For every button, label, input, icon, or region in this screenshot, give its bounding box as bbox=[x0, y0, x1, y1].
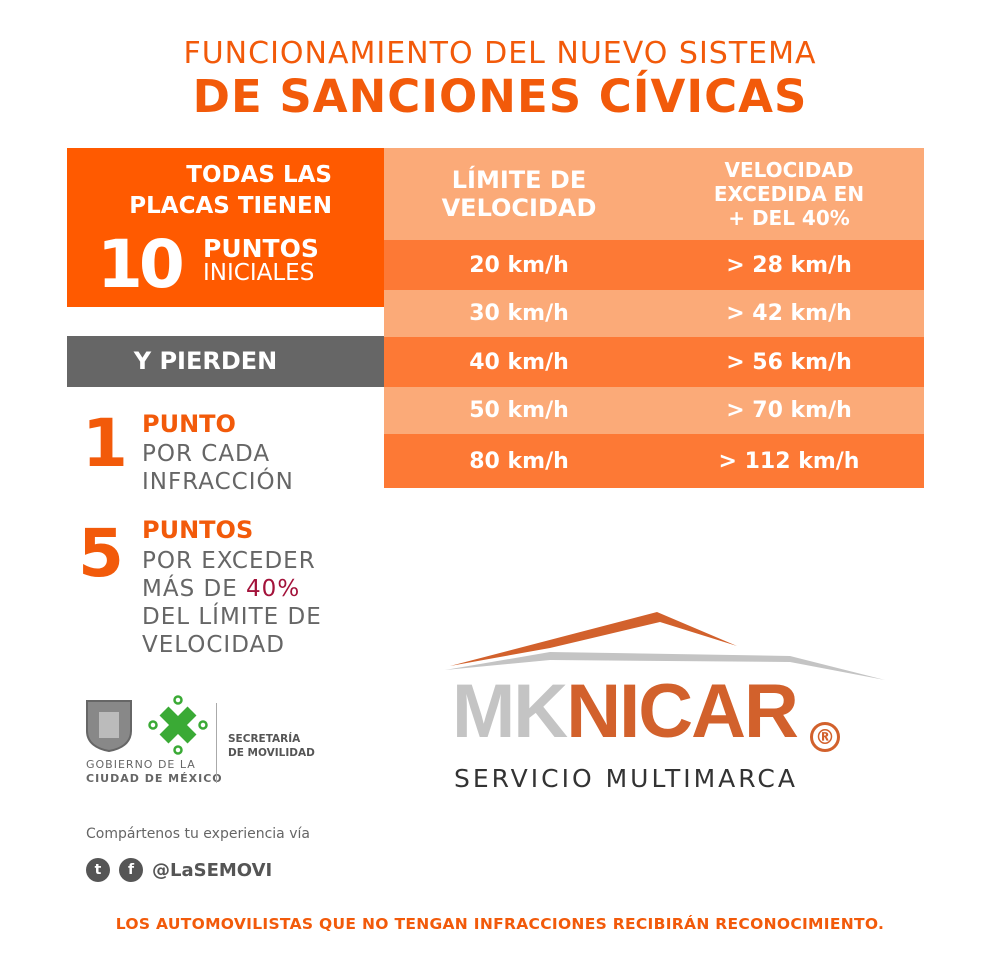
semovi-logo-icon bbox=[148, 695, 208, 759]
lose-label: Y PIERDEN bbox=[67, 336, 384, 387]
penalty-5-desc: POR EXCEDER MÁS DE 40% DEL LÍMITE DE VELOCI… bbox=[142, 548, 322, 658]
registered-mark: ® bbox=[810, 722, 840, 752]
gov-label: GOBIERNO DE LA CIUDAD DE MÉXICO bbox=[86, 758, 223, 785]
title-line1: FUNCIONAMIENTO DEL NUEVO SISTEMA bbox=[183, 36, 817, 71]
header-limit: LÍMITE DE VELOCIDAD bbox=[441, 166, 597, 222]
twitter-icon[interactable]: t bbox=[86, 858, 110, 882]
intro-unit2: INICIALES bbox=[203, 260, 315, 286]
social-handle[interactable]: @LaSEMOVI bbox=[152, 859, 273, 881]
header-exceeded: VELOCIDAD EXCEDIDA EN + DEL 40% bbox=[713, 158, 865, 230]
title-line2: DE SANCIONES CÍVICAS bbox=[192, 70, 808, 123]
penalty-5-number: 5 bbox=[78, 515, 124, 592]
penalty-1-desc: POR CADA INFRACCIÓN bbox=[142, 441, 294, 495]
roof-icon bbox=[445, 608, 885, 692]
footer-note: LOS AUTOMOVILISTAS QUE NO TENGAN INFRACC… bbox=[115, 915, 885, 933]
brand-tagline: SERVICIO MULTIMARCA bbox=[454, 764, 798, 793]
penalty-1-number: 1 bbox=[82, 405, 128, 482]
table-row: 30 km/h > 42 km/h bbox=[384, 290, 924, 337]
table-row: 20 km/h > 28 km/h bbox=[384, 240, 924, 290]
penalty-5-heading: PUNTOS bbox=[142, 516, 254, 544]
facebook-icon[interactable]: f bbox=[119, 858, 143, 882]
brand-logo: MKNICAR bbox=[452, 669, 799, 754]
share-text: Compártenos tu experiencia vía bbox=[86, 826, 310, 842]
secretaria-label: SECRETARÍA DE MOVILIDAD bbox=[228, 733, 315, 759]
table-row: 50 km/h > 70 km/h bbox=[384, 387, 924, 434]
intro-number: 10 bbox=[97, 226, 185, 303]
divider bbox=[216, 703, 217, 783]
intro-line2: PLACAS TIENEN bbox=[129, 193, 332, 219]
intro-unit: PUNTOS bbox=[203, 234, 319, 263]
penalty-1-heading: PUNTO bbox=[142, 410, 236, 438]
speed-table: LÍMITE DE VELOCIDAD VELOCIDAD EXCEDIDA EN +… bbox=[384, 148, 924, 488]
cdmx-shield-icon bbox=[84, 698, 134, 757]
table-header: LÍMITE DE VELOCIDAD VELOCIDAD EXCEDIDA EN +… bbox=[384, 148, 924, 240]
initial-points-box: TODAS LAS PLACAS TIENEN 10 PUNTOS INICIA… bbox=[67, 148, 384, 307]
table-row: 40 km/h > 56 km/h bbox=[384, 337, 924, 387]
intro-line1: TODAS LAS bbox=[186, 162, 332, 188]
social-row: t f @LaSEMOVI bbox=[86, 858, 272, 882]
table-row: 80 km/h > 112 km/h bbox=[384, 434, 924, 488]
